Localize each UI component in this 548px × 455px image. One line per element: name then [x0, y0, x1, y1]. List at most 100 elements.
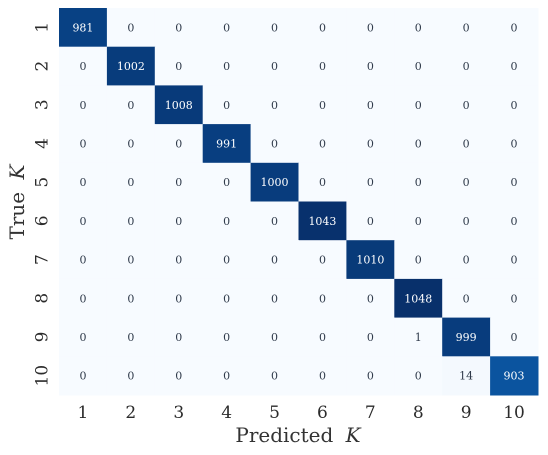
- heatmap-cell-r3-c5: [250, 85, 299, 125]
- heatmap-cell-r7-c10: [490, 240, 539, 280]
- cell-value-r7-c4: 0: [223, 254, 230, 267]
- heatmap-cell-r3-c3: [154, 85, 204, 125]
- heatmap-cell-r8-c9: [442, 278, 491, 319]
- cell-value-labels: 981 0 0 0 0 0 0 0 0 0 0 1002 0 0 0 0 0 0 0 0 0 0 1008 0 0 0 0 0 0 0 0 0…: [72, 21, 524, 382]
- cell-value-r7-c1: 0: [79, 254, 86, 267]
- cell-value-r9-c4: 0: [223, 331, 230, 344]
- heatmap-cell-r7-c5: [250, 240, 299, 280]
- heatmap-cell-r1-c9: [442, 8, 491, 48]
- cell-value-r10-c6: 0: [319, 370, 326, 383]
- cell-value-r1-c4: 0: [223, 21, 230, 34]
- heatmap-cell-r2-c5: [250, 46, 299, 86]
- heatmap-cell-r4-c9: [442, 124, 491, 164]
- heatmap-cell-r8-c1: [59, 278, 108, 319]
- heatmap-cell-r3-c4: [202, 85, 252, 125]
- y-axis-label: True K: [5, 163, 29, 239]
- cell-value-r5-c5: 1000: [261, 176, 289, 189]
- cell-value-r7-c9: 0: [463, 254, 470, 267]
- heatmap-cell-r6-c9: [442, 201, 491, 241]
- heatmap-cell-r4-c7: [346, 124, 395, 164]
- cell-value-r6-c5: 0: [271, 215, 278, 228]
- heatmap-cell-r8-c4: [202, 278, 252, 319]
- cell-value-r9-c6: 0: [319, 331, 326, 344]
- heatmap-cell-r2-c4: [202, 46, 252, 86]
- heatmap-cell-r5-c5: [250, 162, 299, 202]
- cell-value-r8-c1: 0: [79, 292, 86, 305]
- cell-value-r5-c2: 0: [127, 176, 134, 189]
- cell-value-r8-c8: 1048: [404, 292, 432, 305]
- heatmap-cell-r5-c6: [298, 162, 347, 202]
- heatmap-cell-r4-c4: [202, 124, 252, 164]
- cell-value-r10-c1: 0: [79, 370, 86, 383]
- heatmap-cell-r9-c8: [394, 317, 443, 357]
- heatmap-cell-r4-c2: [106, 124, 156, 164]
- cell-value-r3-c4: 0: [223, 99, 230, 112]
- cell-value-r4-c3: 0: [175, 137, 182, 150]
- x-tick-label-10: 10: [503, 403, 525, 423]
- cell-value-r2-c2: 1002: [117, 60, 145, 73]
- heatmap-cell-r8-c10: [490, 278, 539, 319]
- heatmap-cell-r10-c5: [250, 356, 299, 396]
- cell-value-r9-c8: 1: [415, 331, 422, 344]
- cell-value-r7-c6: 0: [319, 254, 326, 267]
- heatmap-cell-r6-c7: [346, 201, 395, 241]
- x-tick-label-4: 4: [221, 403, 232, 423]
- cell-value-r10-c9: 14: [459, 370, 473, 383]
- heatmap-cell-r3-c10: [490, 85, 539, 125]
- cell-value-r2-c3: 0: [175, 60, 182, 73]
- cell-value-r8-c10: 0: [511, 292, 518, 305]
- y-axis-symbol: K: [5, 163, 29, 180]
- cell-value-r3-c6: 0: [319, 99, 326, 112]
- heatmap-cell-r9-c9: [442, 317, 491, 357]
- cell-value-r6-c6: 1043: [308, 215, 336, 228]
- cell-value-r2-c9: 0: [463, 60, 470, 73]
- cell-value-r1-c7: 0: [367, 21, 374, 34]
- cell-value-r5-c3: 0: [175, 176, 182, 189]
- heatmap-cell-r3-c8: [394, 85, 443, 125]
- heatmap-cell-r7-c7: [346, 240, 395, 280]
- cell-value-r8-c6: 0: [319, 292, 326, 305]
- heatmap-cell-r1-c7: [346, 8, 395, 48]
- heatmap-cell-r5-c10: [490, 162, 539, 202]
- heatmap-cell-r1-c2: [106, 8, 156, 48]
- cell-value-r7-c7: 1010: [356, 254, 384, 267]
- heatmap-cell-r5-c7: [346, 162, 395, 202]
- y-tick-label-2: 2: [33, 61, 53, 72]
- heatmap-cell-r2-c1: [59, 46, 108, 86]
- heatmap-cell-r1-c5: [250, 8, 299, 48]
- cell-value-r10-c4: 0: [223, 370, 230, 383]
- y-tick-label-4: 4: [33, 138, 53, 149]
- cell-value-r7-c10: 0: [511, 254, 518, 267]
- x-tick-label-1: 1: [78, 403, 89, 423]
- cell-value-r3-c3: 1008: [165, 99, 193, 112]
- cell-value-r4-c10: 0: [511, 137, 518, 150]
- cell-value-r6-c7: 0: [367, 215, 374, 228]
- heatmap-cell-r2-c2: [106, 46, 156, 86]
- heatmap-cell-r7-c3: [154, 240, 204, 280]
- heatmap-cell-r9-c4: [202, 317, 252, 357]
- y-tick-label-10: 10: [33, 365, 53, 387]
- heatmap-cell-r8-c6: [298, 278, 347, 319]
- x-tick-label-2: 2: [125, 403, 136, 423]
- cell-value-r8-c5: 0: [271, 292, 278, 305]
- cell-value-r1-c6: 0: [319, 21, 326, 34]
- y-axis-label-text: True: [5, 192, 29, 240]
- cell-value-r10-c2: 0: [127, 370, 134, 383]
- heatmap-cell-r8-c5: [250, 278, 299, 319]
- cell-value-r5-c10: 0: [511, 176, 518, 189]
- cell-value-r2-c10: 0: [511, 60, 518, 73]
- heatmap-cell-r9-c1: [59, 317, 108, 357]
- y-tick-label-7: 7: [33, 254, 53, 265]
- cell-value-r9-c5: 0: [271, 331, 278, 344]
- heatmap-cell-r4-c1: [59, 124, 108, 164]
- heatmap-cell-r10-c8: [394, 356, 443, 396]
- cell-value-r7-c5: 0: [271, 254, 278, 267]
- heatmap-cell-r10-c10: [490, 356, 539, 396]
- cell-value-r2-c7: 0: [367, 60, 374, 73]
- cell-value-r8-c9: 0: [463, 292, 470, 305]
- heatmap-cell-r6-c8: [394, 201, 443, 241]
- y-tick-label-6: 6: [33, 215, 53, 226]
- cell-value-r9-c1: 0: [79, 331, 86, 344]
